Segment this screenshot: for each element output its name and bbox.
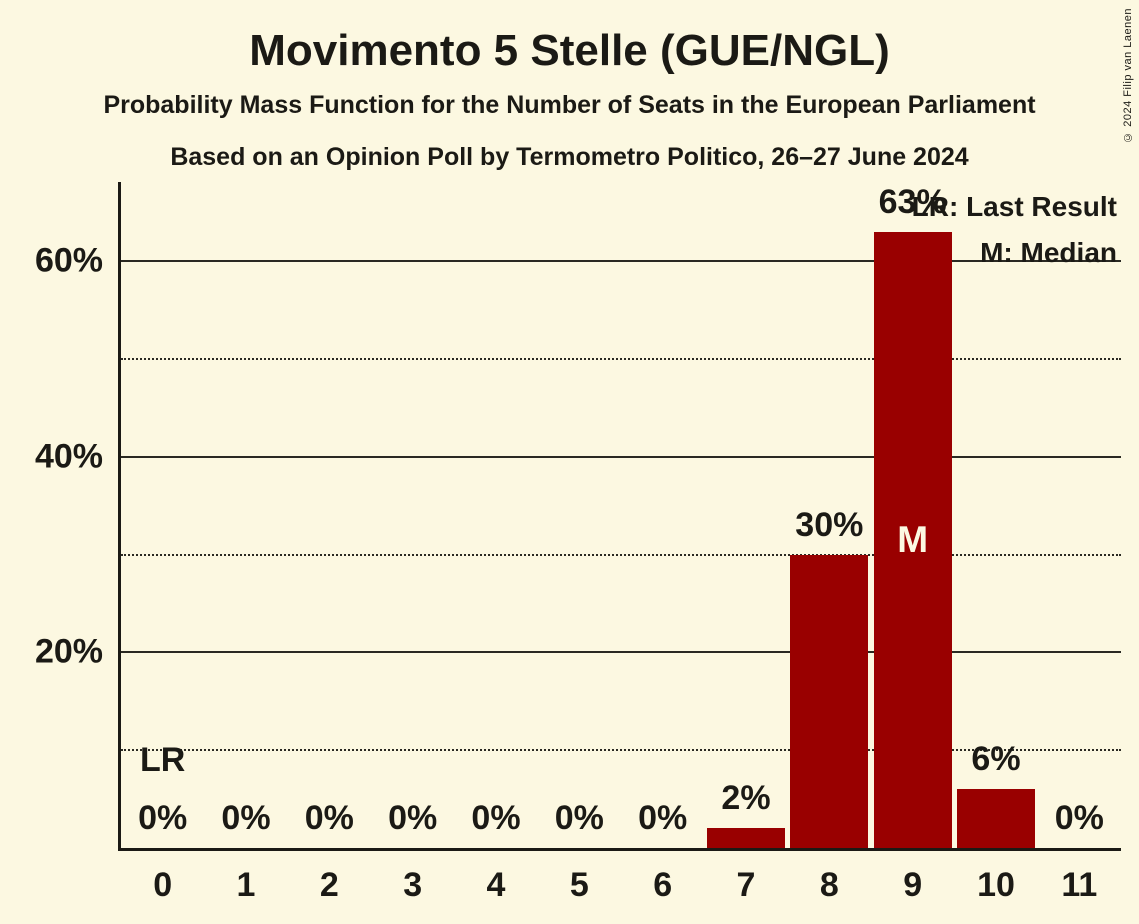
x-axis-label-3: 3 bbox=[403, 866, 423, 904]
bar-value-label-1: 0% bbox=[221, 799, 271, 837]
legend-median: M: Median bbox=[980, 237, 1117, 268]
x-axis-label-5: 5 bbox=[569, 866, 589, 904]
y-axis-label-60: 60% bbox=[34, 241, 103, 280]
x-axis-label-1: 1 bbox=[236, 866, 256, 904]
chart-legend: LR: Last Result M: Median bbox=[912, 184, 1117, 276]
x-axis-label-11: 11 bbox=[1061, 866, 1098, 904]
bar-value-label-5: 0% bbox=[554, 799, 604, 837]
gridline-40pct bbox=[121, 455, 1121, 458]
chart-subtitle: Probability Mass Function for the Number… bbox=[103, 91, 1036, 119]
bar-value-label-2: 0% bbox=[304, 799, 354, 837]
bar-value-label-4: 0% bbox=[471, 799, 521, 837]
plot-area: 20% 40% 60% 0% 0 0% 1 0% 2 0% 3 0% 4 0% 5 0% 6 2% 7 30% 8 63%… bbox=[35, 182, 1121, 904]
gridline-20pct bbox=[121, 651, 1121, 654]
bar-seat-7 bbox=[707, 828, 785, 848]
gridline-50pct bbox=[121, 358, 1121, 360]
gridline-10pct bbox=[121, 749, 1121, 752]
bar-value-label-9: 63% bbox=[878, 182, 947, 221]
x-axis-label-9: 9 bbox=[903, 866, 923, 904]
x-axis-label-7: 7 bbox=[736, 866, 756, 904]
bar-seat-9 bbox=[873, 231, 952, 848]
x-axis-label-2: 2 bbox=[319, 866, 339, 904]
bar-value-label-6: 0% bbox=[638, 799, 688, 837]
x-axis-label-8: 8 bbox=[819, 866, 839, 904]
bar-value-label-8: 30% bbox=[795, 505, 864, 544]
copyright-notice: © 2024 Filip van Laenen bbox=[1122, 8, 1134, 143]
y-axis-label-40: 40% bbox=[34, 437, 103, 476]
bar-value-label-11: 0% bbox=[1054, 799, 1104, 837]
x-axis-label-0: 0 bbox=[153, 866, 173, 904]
poll-source-line: Based on an Opinion Poll by Termometro P… bbox=[170, 143, 969, 171]
bar-seat-10 bbox=[957, 789, 1035, 848]
legend-last-result: LR: Last Result bbox=[911, 191, 1117, 222]
bar-value-label-10: 6% bbox=[971, 740, 1021, 779]
x-axis-label-6: 6 bbox=[653, 866, 673, 904]
bar-value-label-3: 0% bbox=[388, 799, 438, 837]
gridline-30pct bbox=[121, 553, 1121, 556]
median-marker: M bbox=[897, 518, 929, 560]
bar-value-label-7: 2% bbox=[721, 779, 771, 818]
bar-seat-8 bbox=[790, 554, 869, 848]
y-axis-label-20: 20% bbox=[34, 632, 103, 671]
x-axis-label-4: 4 bbox=[486, 866, 506, 904]
bar-value-label-0: 0% bbox=[138, 799, 188, 837]
gridline-60pct bbox=[121, 260, 1121, 263]
last-result-marker: LR bbox=[140, 741, 186, 779]
x-axis-label-10: 10 bbox=[977, 866, 1015, 904]
page-title: Movimento 5 Stelle (GUE/NGL) bbox=[249, 26, 890, 75]
